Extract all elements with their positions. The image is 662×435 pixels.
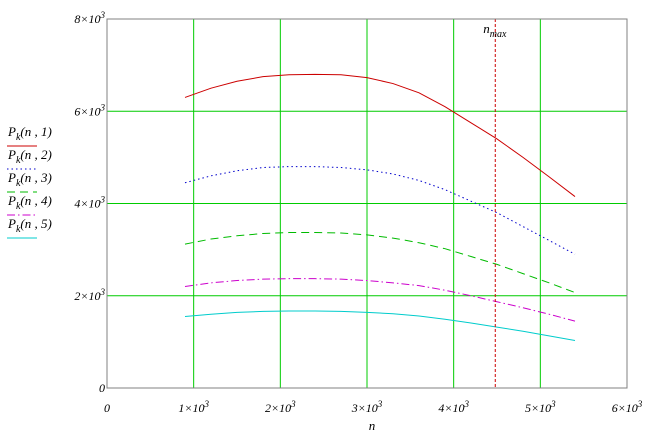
plot-frame — [106, 18, 628, 389]
legend-label-1: Pk(n , 1) — [7, 124, 52, 143]
series-group — [184, 73, 576, 341]
x-tick-label: 4×103 — [438, 399, 469, 415]
x-tick-label: 2×103 — [265, 399, 296, 415]
x-axis-label: n — [369, 418, 376, 433]
x-tick-label: 1×103 — [178, 399, 209, 415]
grid — [107, 19, 627, 388]
nmax-marker-label: nmax — [483, 21, 507, 40]
tick-labels: 0 1×103 2×103 3×103 4×103 5×103 6×103 0 2×103 4×1… — [74, 10, 642, 415]
legend-label-2: Pk(n , 2) — [7, 147, 52, 166]
annotations: nmax — [483, 19, 507, 388]
legend-label-3: Pk(n , 3) — [7, 170, 52, 189]
series-line-5 — [184, 310, 576, 341]
series-line-3 — [184, 232, 576, 293]
y-tick-label: 6×103 — [74, 102, 105, 118]
legend-label-4: Pk(n , 4) — [7, 193, 52, 212]
series-line-1 — [184, 73, 576, 197]
x-tick-label: 0 — [104, 401, 110, 415]
y-tick-label: 0 — [99, 381, 105, 395]
legend-label-5: Pk(n , 5) — [7, 216, 52, 235]
x-tick-label: 6×103 — [612, 399, 643, 415]
y-tick-label: 2×103 — [74, 287, 105, 303]
y-tick-label: 4×103 — [74, 195, 105, 211]
x-tick-label: 5×103 — [525, 399, 556, 415]
y-tick-label: 8×103 — [74, 10, 105, 26]
series-line-4 — [184, 278, 576, 322]
x-tick-label: 3×103 — [351, 399, 383, 415]
series-line-2 — [184, 166, 576, 255]
legend: Pk(n , 1) Pk(n , 2) Pk(n , 3) Pk(n , 4) Pk(n… — [7, 124, 52, 239]
